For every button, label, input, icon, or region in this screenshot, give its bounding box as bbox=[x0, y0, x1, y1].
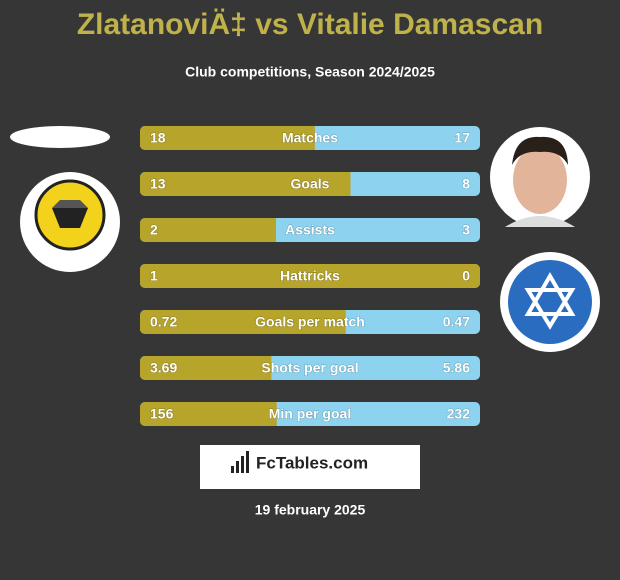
brand: FcTables.com bbox=[256, 453, 368, 472]
player-photo bbox=[490, 127, 590, 227]
bar-left bbox=[140, 264, 480, 288]
right-value: 0 bbox=[462, 268, 470, 284]
placeholder-ellipse bbox=[10, 126, 110, 148]
right-value: 232 bbox=[447, 406, 471, 422]
subtitle: Club competitions, Season 2024/2025 bbox=[185, 64, 435, 80]
right-value: 8 bbox=[462, 176, 470, 192]
right-value: 3 bbox=[462, 222, 470, 238]
stat-label: Hattricks bbox=[280, 268, 340, 284]
brand-icon bbox=[231, 451, 249, 473]
left-value: 13 bbox=[150, 176, 166, 192]
right-value: 0.47 bbox=[443, 314, 470, 330]
title: ZlatanoviÄ‡ vs Vitalie Damascan bbox=[77, 8, 543, 41]
left-value: 0.72 bbox=[150, 314, 177, 330]
stat-label: Matches bbox=[282, 130, 338, 146]
left-value: 156 bbox=[150, 406, 174, 422]
right-value: 5.86 bbox=[443, 360, 470, 376]
stat-label: Min per goal bbox=[269, 406, 351, 422]
left-club-logo bbox=[20, 172, 120, 272]
bar-left bbox=[140, 172, 351, 196]
left-value: 18 bbox=[150, 130, 166, 146]
stat-label: Assists bbox=[285, 222, 335, 238]
left-value: 1 bbox=[150, 268, 158, 284]
stat-label: Shots per goal bbox=[261, 360, 358, 376]
right-club-logo bbox=[500, 252, 600, 352]
date: 19 february 2025 bbox=[255, 502, 366, 518]
stat-label: Goals bbox=[291, 176, 330, 192]
bar-left bbox=[140, 310, 346, 334]
bar-left bbox=[140, 356, 272, 380]
bar-left bbox=[140, 402, 277, 426]
bar-left bbox=[140, 218, 276, 242]
left-value: 3.69 bbox=[150, 360, 177, 376]
left-value: 2 bbox=[150, 222, 158, 238]
bar-left bbox=[140, 126, 315, 150]
stat-label: Goals per match bbox=[255, 314, 365, 330]
right-value: 17 bbox=[454, 130, 470, 146]
